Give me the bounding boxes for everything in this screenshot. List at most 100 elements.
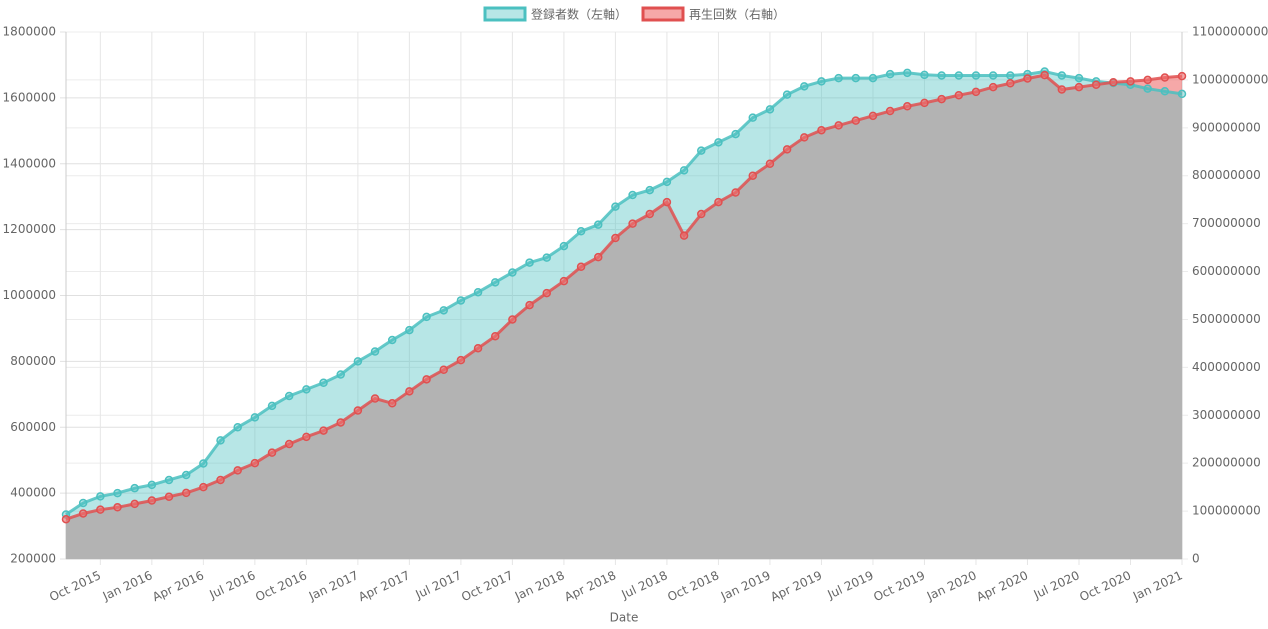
point xyxy=(147,496,157,505)
y-tick-label: 1200000 xyxy=(3,222,56,236)
y2-tick-label: 600000000 xyxy=(1192,264,1261,278)
point xyxy=(508,268,517,277)
point xyxy=(113,503,122,512)
point xyxy=(971,71,981,80)
x-tick-label: Jul 2020 xyxy=(1031,568,1082,602)
legend-swatch xyxy=(483,6,527,22)
point xyxy=(988,82,998,92)
point xyxy=(370,394,380,403)
y2-tick-label: 500000000 xyxy=(1192,312,1261,326)
point xyxy=(714,197,723,207)
point xyxy=(1143,75,1152,85)
point xyxy=(937,71,946,80)
y2-tick-label: 0 xyxy=(1192,552,1200,566)
point xyxy=(800,82,809,91)
point xyxy=(714,138,723,147)
y-tick-label: 1400000 xyxy=(3,156,56,170)
point xyxy=(78,498,88,508)
point xyxy=(662,177,672,187)
point xyxy=(748,113,758,122)
point xyxy=(731,188,740,197)
point xyxy=(1160,87,1170,96)
point xyxy=(1074,82,1084,92)
point xyxy=(800,133,809,142)
point xyxy=(353,406,363,415)
x-tick-label: Jul 2018 xyxy=(619,568,670,602)
point xyxy=(267,448,277,457)
point xyxy=(456,296,466,305)
y2-tick-label: 400000000 xyxy=(1192,360,1261,374)
point xyxy=(456,355,466,365)
point xyxy=(903,68,912,78)
point xyxy=(937,94,946,104)
point xyxy=(130,483,139,493)
point xyxy=(319,426,328,435)
point xyxy=(1023,74,1032,83)
point xyxy=(147,480,157,490)
point xyxy=(868,111,878,121)
point xyxy=(954,71,964,80)
point xyxy=(473,343,483,353)
point xyxy=(542,253,551,262)
point xyxy=(782,145,792,154)
point xyxy=(1074,73,1084,83)
point xyxy=(1109,78,1118,87)
point xyxy=(611,202,620,211)
x-tick-label: Jul 2019 xyxy=(825,568,876,602)
x-tick-label: Jan 2019 xyxy=(718,568,773,603)
point xyxy=(903,102,912,111)
point xyxy=(216,436,225,445)
point xyxy=(834,73,843,83)
y-tick-label: 1600000 xyxy=(3,90,56,104)
point xyxy=(731,129,740,139)
x-tick-label: Oct 2015 xyxy=(47,568,103,604)
y-tick-label: 800000 xyxy=(10,354,56,368)
point xyxy=(96,492,105,501)
y2-tick-label: 100000000 xyxy=(1192,504,1261,518)
point xyxy=(988,71,998,80)
point xyxy=(61,514,71,524)
y-tick-label: 400000 xyxy=(10,486,56,500)
point xyxy=(868,73,878,83)
point xyxy=(1057,85,1067,94)
point xyxy=(508,315,517,324)
point xyxy=(576,262,586,272)
point xyxy=(250,458,260,468)
x-tick-label: Apr 2017 xyxy=(356,568,412,604)
point xyxy=(525,258,534,267)
point xyxy=(765,105,775,114)
point xyxy=(679,166,689,175)
point xyxy=(113,488,122,498)
point xyxy=(559,241,569,251)
x-tick-label: Oct 2017 xyxy=(459,568,515,604)
point xyxy=(490,331,500,341)
point xyxy=(576,227,586,236)
x-tick-label: Jul 2017 xyxy=(413,568,464,602)
y2-tick-label: 300000000 xyxy=(1192,408,1261,422)
y-tick-label: 1000000 xyxy=(3,288,56,302)
point xyxy=(439,306,448,315)
point xyxy=(181,470,191,480)
point xyxy=(1177,89,1187,99)
point xyxy=(834,121,843,130)
x-tick-label: Jan 2018 xyxy=(512,568,567,603)
point xyxy=(971,87,981,97)
overlap-area xyxy=(66,75,1182,559)
x-tick-label: Oct 2018 xyxy=(665,568,721,604)
legend-swatch xyxy=(641,6,685,22)
x-tick-label: Jan 2016 xyxy=(100,568,155,603)
x-tick-label: Apr 2018 xyxy=(562,568,618,604)
point xyxy=(1126,77,1135,86)
point xyxy=(284,439,294,449)
point xyxy=(817,125,826,135)
x-tick-label: Apr 2016 xyxy=(150,568,206,604)
point xyxy=(233,423,242,432)
point xyxy=(302,385,311,394)
point xyxy=(1006,79,1015,88)
y2-tick-label: 200000000 xyxy=(1192,456,1261,470)
point xyxy=(1040,70,1049,80)
point xyxy=(370,347,380,356)
point xyxy=(662,197,672,207)
y2-tick-label: 1000000000 xyxy=(1192,72,1268,86)
legend-label: 登録者数（左軸） xyxy=(531,7,627,22)
